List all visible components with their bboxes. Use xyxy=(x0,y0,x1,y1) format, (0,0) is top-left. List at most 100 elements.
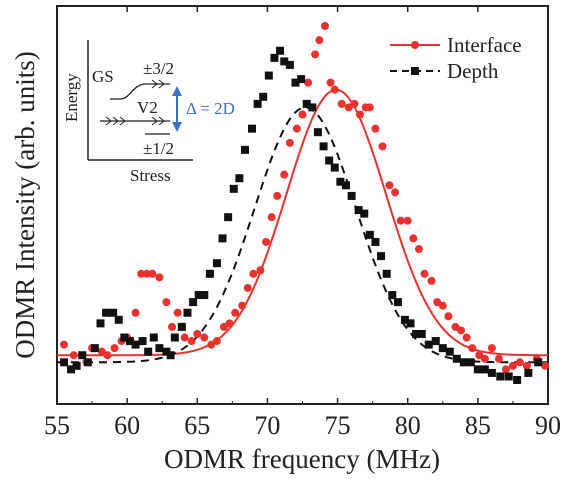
point-interface xyxy=(273,191,282,200)
point-depth xyxy=(341,181,350,190)
point-interface xyxy=(330,85,339,94)
inset-splitting-arrowhead-up xyxy=(172,86,182,96)
point-depth xyxy=(109,308,118,317)
point-depth xyxy=(240,145,249,154)
point-depth xyxy=(424,340,433,349)
x-axis-title: ODMR frequency (MHz) xyxy=(164,444,440,474)
point-interface xyxy=(326,78,335,87)
point-interface xyxy=(304,78,313,87)
legend-entry-interface: Interface xyxy=(390,33,522,57)
point-depth xyxy=(166,351,175,360)
point-depth xyxy=(194,291,203,300)
point-depth xyxy=(431,337,440,346)
inset-energy-label: Energy xyxy=(62,73,81,122)
fit-curve-interface xyxy=(57,88,548,357)
point-interface xyxy=(414,245,423,254)
point-depth xyxy=(347,191,356,200)
point-depth xyxy=(155,344,164,353)
point-interface xyxy=(541,361,550,370)
point-interface xyxy=(225,319,234,328)
point-depth xyxy=(371,237,380,246)
point-depth xyxy=(125,337,134,346)
point-depth xyxy=(459,358,468,367)
point-interface xyxy=(420,269,429,278)
point-depth xyxy=(377,252,386,261)
point-interface xyxy=(396,216,405,225)
point-depth xyxy=(218,234,227,243)
fit-curves xyxy=(57,88,548,364)
point-interface xyxy=(427,276,436,285)
y-axis-title: ODMR Intensity (arb. units) xyxy=(10,51,40,358)
point-interface xyxy=(391,188,400,197)
point-depth xyxy=(138,337,147,346)
point-depth xyxy=(78,351,87,360)
point-interface xyxy=(365,103,374,112)
point-depth xyxy=(487,368,496,377)
point-interface xyxy=(137,269,146,278)
point-depth xyxy=(144,347,153,356)
point-depth xyxy=(438,344,447,353)
point-interface xyxy=(212,337,221,346)
point-depth xyxy=(325,156,334,165)
inset-upper-level-label: ±3/2 xyxy=(143,59,174,78)
inset-lower-arrows xyxy=(105,116,165,126)
point-depth xyxy=(393,298,402,307)
point-interface xyxy=(438,301,447,310)
point-interface xyxy=(131,308,140,317)
point-interface xyxy=(173,308,182,317)
point-interface xyxy=(187,337,196,346)
x-tick-label: 80 xyxy=(395,411,421,440)
point-depth xyxy=(534,358,543,367)
point-depth xyxy=(291,78,300,87)
point-interface xyxy=(508,361,517,370)
point-depth xyxy=(452,354,461,363)
point-depth xyxy=(170,333,179,342)
x-tick-label: 75 xyxy=(325,411,351,440)
point-interface xyxy=(262,237,271,246)
point-interface xyxy=(148,269,157,278)
legend: Interface Depth xyxy=(390,33,522,83)
point-depth xyxy=(162,347,171,356)
point-depth xyxy=(445,347,454,356)
point-depth xyxy=(229,184,238,193)
point-interface xyxy=(468,344,477,353)
inset-upper-arrows xyxy=(151,79,165,89)
point-depth xyxy=(212,259,221,268)
point-depth xyxy=(200,291,209,300)
x-tick-label: 85 xyxy=(465,411,491,440)
point-depth xyxy=(330,163,339,172)
point-interface xyxy=(267,213,276,222)
point-depth xyxy=(131,340,140,349)
point-depth xyxy=(183,308,192,317)
point-depth xyxy=(224,213,233,222)
data-points xyxy=(60,22,550,384)
legend-label-interface: Interface xyxy=(447,33,522,57)
point-interface xyxy=(155,273,164,282)
point-interface xyxy=(371,124,380,133)
inset-v2-label: V2 xyxy=(137,98,158,117)
point-interface xyxy=(480,354,489,363)
point-interface xyxy=(385,181,394,190)
point-depth xyxy=(297,75,306,84)
point-depth xyxy=(285,60,294,69)
point-depth xyxy=(177,322,186,331)
point-depth xyxy=(235,174,244,183)
point-depth xyxy=(264,71,273,80)
point-depth xyxy=(480,365,489,374)
inset-splitting-label: Δ = 2D xyxy=(186,99,235,118)
point-depth xyxy=(473,365,482,374)
point-interface xyxy=(256,266,265,275)
point-depth xyxy=(253,99,262,108)
point-depth xyxy=(388,291,397,300)
point-depth xyxy=(67,365,76,374)
point-depth xyxy=(83,358,92,367)
point-depth xyxy=(319,142,328,151)
point-depth xyxy=(336,177,345,186)
point-interface xyxy=(487,344,496,353)
point-interface xyxy=(409,234,418,243)
point-depth xyxy=(354,206,363,215)
point-interface xyxy=(231,308,240,317)
point-depth xyxy=(72,361,81,370)
legend-label-depth: Depth xyxy=(447,59,499,83)
point-interface xyxy=(501,365,510,374)
